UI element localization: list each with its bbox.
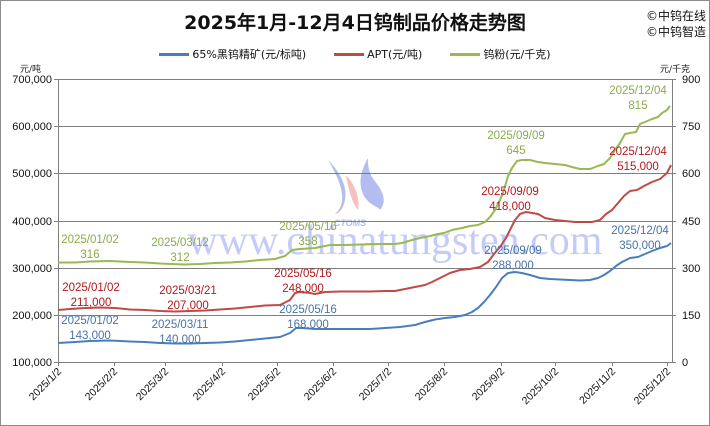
svg-text:750: 750 (682, 121, 700, 133)
svg-text:2025/8/2: 2025/8/2 (413, 366, 450, 403)
svg-text:168,000: 168,000 (287, 319, 329, 331)
svg-text:500,000: 500,000 (12, 168, 52, 180)
legend-item-powder: 钨粉(元/千克) (450, 46, 551, 62)
left-tick-labels: 700,000 600,000 500,000 400,000 300,000 … (12, 74, 52, 369)
brand-line-2: ©中钨智造 (645, 25, 706, 39)
svg-text:600,000: 600,000 (12, 121, 52, 133)
legend-item-concentrate: 65%黑钨精矿(元/标吨) (159, 46, 306, 62)
svg-text:2025/03/11: 2025/03/11 (152, 319, 209, 331)
svg-text:2025/12/04: 2025/12/04 (611, 225, 669, 237)
svg-text:288,000: 288,000 (492, 260, 534, 272)
svg-text:400,000: 400,000 (12, 216, 52, 228)
svg-text:300,000: 300,000 (12, 263, 52, 275)
svg-text:0: 0 (682, 357, 688, 369)
svg-text:2025/01/02: 2025/01/02 (62, 282, 120, 294)
svg-text:2025/01/02: 2025/01/02 (61, 315, 119, 327)
annotations-powder: 2025/01/02 316 2025/03/12 312 2025/05/16… (61, 85, 667, 264)
legend-label: 65%黑钨精矿(元/标吨) (192, 48, 307, 61)
legend-swatch-green (450, 52, 481, 56)
legend-swatch-blue (159, 52, 190, 56)
svg-text:150: 150 (682, 310, 700, 322)
url-watermark: www.chinatungsten.com (188, 218, 603, 264)
svg-text:600: 600 (682, 168, 700, 180)
svg-text:2025/05/16: 2025/05/16 (279, 221, 337, 233)
svg-text:2025/1/2: 2025/1/2 (27, 366, 64, 403)
chart-legend: 65%黑钨精矿(元/标吨) APT(元/吨) 钨粉(元/千克) (0, 46, 710, 62)
chart-title: 2025年1月-12月4日钨制品价格走势图 (184, 12, 526, 34)
svg-text:300: 300 (682, 263, 700, 275)
svg-text:2025/12/04: 2025/12/04 (609, 85, 667, 97)
right-axis-unit: 元/千克 (660, 65, 691, 75)
right-tick-labels: 900 750 600 450 300 150 0 (682, 74, 700, 369)
svg-text:200,000: 200,000 (12, 310, 52, 322)
svg-text:815: 815 (628, 100, 647, 112)
svg-text:143,000: 143,000 (69, 330, 111, 342)
svg-text:211,000: 211,000 (71, 297, 112, 309)
svg-text:358: 358 (298, 236, 317, 248)
brand-watermark: ©中钨在线 ©中钨智造 (646, 8, 706, 40)
svg-text:100,000: 100,000 (12, 357, 52, 369)
brand-line-1: ©中钨在线 (645, 9, 706, 23)
svg-text:2025/11/2: 2025/11/2 (577, 366, 618, 407)
svg-text:645: 645 (506, 145, 525, 157)
ctoms-logo-watermark: CTOMS (328, 158, 384, 228)
svg-text:2025/12/2: 2025/12/2 (632, 366, 674, 408)
svg-text:2025/05/16: 2025/05/16 (279, 304, 337, 316)
svg-text:2025/5/2: 2025/5/2 (246, 366, 283, 403)
svg-text:2025/7/2: 2025/7/2 (357, 366, 394, 403)
svg-text:2025/12/04: 2025/12/04 (609, 146, 667, 158)
svg-text:700,000: 700,000 (12, 74, 52, 86)
svg-text:2025/10/2: 2025/10/2 (520, 366, 562, 408)
svg-text:515,000: 515,000 (617, 161, 659, 173)
svg-text:316: 316 (80, 249, 99, 261)
svg-text:2025/09/09: 2025/09/09 (481, 186, 539, 198)
svg-text:900: 900 (682, 74, 700, 86)
svg-text:312: 312 (170, 252, 189, 264)
svg-text:2025/6/2: 2025/6/2 (302, 366, 339, 403)
svg-text:2025/03/21: 2025/03/21 (159, 285, 217, 297)
legend-swatch-red (334, 52, 365, 56)
left-axis-unit: 元/吨 (20, 65, 42, 75)
x-axis-ticks (54, 79, 676, 366)
svg-text:2025/09/09: 2025/09/09 (487, 130, 545, 142)
series-line-apt (57, 164, 672, 313)
series-line-powder (58, 105, 671, 266)
svg-text:418,000: 418,000 (489, 201, 531, 213)
x-tick-labels: 2025/1/2 2025/2/2 2025/3/2 2025/4/2 2025… (27, 366, 673, 408)
svg-text:CTOMS: CTOMS (334, 218, 366, 228)
svg-text:207,000: 207,000 (167, 300, 209, 312)
svg-text:2025/2/2: 2025/2/2 (83, 366, 120, 403)
svg-text:2025/03/12: 2025/03/12 (151, 237, 209, 249)
svg-text:140,000: 140,000 (159, 334, 201, 346)
svg-text:2025/3/2: 2025/3/2 (134, 366, 171, 403)
svg-text:2025/09/09: 2025/09/09 (484, 245, 542, 257)
svg-text:350,000: 350,000 (619, 240, 661, 252)
gridlines (58, 79, 672, 363)
svg-text:248,000: 248,000 (282, 283, 324, 295)
series-line-concentrate (57, 242, 672, 345)
legend-label: APT(元/吨) (367, 48, 423, 61)
svg-text:2025/01/02: 2025/01/02 (61, 234, 119, 246)
legend-label: 钨粉(元/千克) (483, 48, 551, 61)
annotations-apt: 2025/01/02 211,000 2025/03/21 207,000 20… (62, 146, 667, 312)
svg-text:2025/05/16: 2025/05/16 (274, 268, 332, 280)
svg-text:2025/4/2: 2025/4/2 (191, 366, 228, 403)
svg-text:450: 450 (682, 216, 700, 228)
legend-item-apt: APT(元/吨) (334, 46, 422, 62)
svg-text:2025/9/2: 2025/9/2 (470, 366, 507, 403)
annotations-concentrate: 2025/01/02 143,000 2025/03/11 140,000 20… (61, 225, 669, 346)
